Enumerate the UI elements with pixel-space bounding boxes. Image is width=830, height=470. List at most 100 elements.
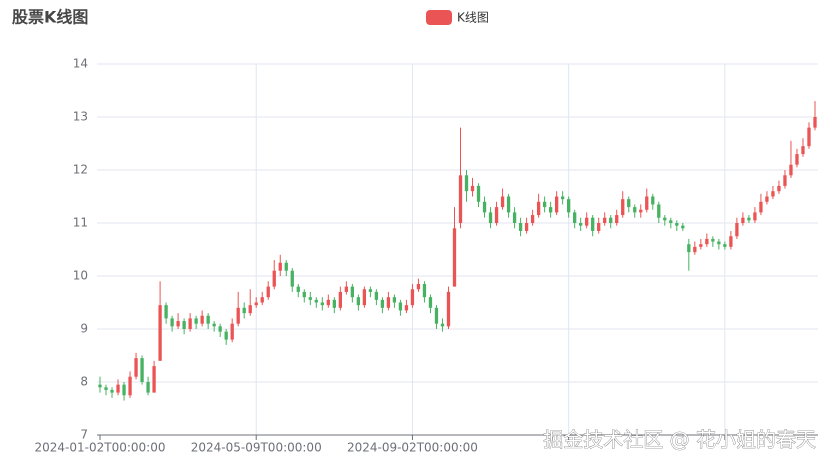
candle-body [332, 299, 336, 308]
candle-body [813, 117, 817, 128]
candle-body [765, 196, 769, 202]
legend-label[interactable]: K线图 [457, 11, 489, 25]
candle-body [645, 196, 649, 210]
candle-body [146, 382, 150, 393]
candle-body [627, 199, 631, 208]
candle-body [567, 199, 571, 213]
candle-body [422, 283, 427, 298]
candle-body [573, 212, 577, 223]
candle-body [524, 223, 529, 231]
candle-body [446, 291, 451, 327]
y-tick-label: 12 [73, 163, 88, 177]
candle-body [482, 201, 487, 213]
candle-body [440, 323, 445, 327]
candle-body [278, 262, 282, 271]
candle-body [759, 201, 763, 213]
candle-body [681, 225, 685, 229]
candle-body [284, 262, 288, 271]
candle-body [729, 236, 733, 247]
candle-body [783, 175, 787, 186]
candle-body [717, 241, 721, 245]
candle-body [122, 384, 126, 396]
candle-body [711, 238, 715, 242]
candle-body [242, 307, 246, 314]
candle-body [494, 207, 499, 223]
candle-body [639, 209, 643, 213]
candle-body [248, 305, 252, 314]
candle-body [392, 297, 397, 303]
candle-body [741, 217, 745, 223]
candle-body [194, 318, 198, 324]
candle-body [302, 291, 306, 298]
candle-body [266, 286, 270, 298]
candle-body [116, 384, 120, 393]
candle-body [795, 154, 799, 165]
candle-body [98, 384, 102, 388]
candle-body [344, 286, 348, 292]
candle-body [464, 175, 469, 192]
candle-body [801, 146, 805, 155]
candle-body [615, 215, 619, 223]
candle-body [789, 164, 793, 176]
candle-body [182, 321, 186, 329]
candle-body [272, 270, 276, 287]
candle-body [452, 228, 457, 287]
y-tick-label: 8 [80, 375, 88, 389]
candle-body [693, 246, 697, 253]
candle-body [723, 244, 727, 247]
candle-body [188, 318, 192, 329]
candle-body [699, 244, 703, 247]
y-tick-label: 10 [73, 269, 88, 283]
candle-body [530, 215, 535, 223]
candle-body [536, 201, 541, 216]
candle-body [236, 307, 240, 324]
candle-body [675, 223, 679, 226]
candle-body [314, 299, 318, 303]
legend-icon[interactable] [426, 10, 452, 25]
candle-body [170, 318, 174, 327]
candle-body [254, 302, 258, 306]
candle-body [350, 286, 355, 298]
candle-body [104, 387, 108, 390]
candle-body [735, 223, 739, 237]
candle-body [548, 207, 553, 213]
candle-body [374, 291, 379, 300]
y-tick-label: 9 [80, 322, 88, 336]
candle-body [747, 217, 751, 221]
candle-body [200, 315, 204, 324]
candle-body [368, 289, 373, 292]
candle-body [428, 297, 433, 308]
candle-body [158, 305, 162, 361]
candle-body [308, 297, 312, 300]
candle-body [542, 201, 547, 208]
candle-body [230, 323, 234, 340]
candle-body [669, 220, 673, 223]
candle-body [128, 376, 132, 396]
candle-body [110, 389, 114, 393]
candle-body [362, 289, 367, 306]
candle-body [651, 196, 655, 205]
candle-body [458, 175, 463, 223]
candle-body [488, 212, 493, 223]
candle-body [176, 321, 180, 327]
candle-body [152, 366, 156, 393]
candle-body [807, 127, 811, 147]
candle-body [476, 185, 481, 202]
chart-title: 股票K线图 [12, 8, 88, 27]
candle-body [212, 323, 216, 327]
x-tick-label: 2024-09-02T00:00:00 [347, 441, 478, 455]
candle-body [260, 297, 264, 303]
candle-body [296, 286, 300, 292]
candle-body [609, 217, 613, 223]
candle-body [657, 204, 661, 218]
candle-body [416, 283, 421, 290]
candle-body [140, 358, 144, 382]
candle-body [753, 212, 757, 221]
candle-body [771, 191, 775, 197]
candle-body [597, 223, 601, 231]
candle-body [386, 297, 391, 308]
candle-body [663, 217, 667, 221]
candle-body [603, 217, 607, 223]
candle-body [206, 315, 210, 324]
